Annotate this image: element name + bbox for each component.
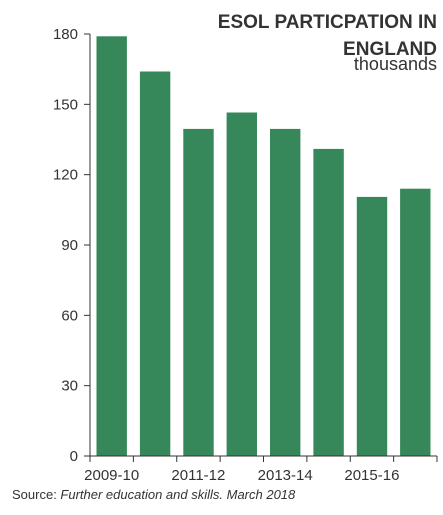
y-tick-label: 90 [61,237,78,254]
y-tick-label: 0 [70,448,78,465]
y-tick-label: 30 [61,378,78,395]
bar-2012-13 [226,112,257,456]
chart-subtitle: thousands [354,54,437,74]
bar-2011-12 [183,128,214,456]
source-note: Source: Further education and skills. Ma… [12,487,295,502]
source-label: Source: [12,487,61,502]
bar-2009-10 [96,36,127,457]
bar-2013-14 [270,128,301,456]
x-tick-label: 2013-14 [258,467,313,480]
y-tick-label: 150 [53,96,78,113]
chart-title-line: ENGLAND [343,39,437,60]
bar-2015-16 [356,196,388,456]
x-axis: 2009-10 2011-12 2013-14 2015-16 [84,455,438,480]
y-tick-label: 60 [61,307,78,324]
bar-2014-15 [313,148,344,456]
bars-group [96,36,431,457]
bar-2016-17 [400,188,431,456]
y-axis: 0 30 60 90 120 150 180 [53,26,91,465]
x-tick-label: 2011-12 [171,467,225,480]
source-text: Further education and skills. March 2018 [60,487,296,502]
y-tick-label: 120 [53,167,78,184]
chart-title-line: ESOL PARTICPATION IN [218,12,437,33]
bar-2010-11 [139,71,171,456]
x-tick-label: 2015-16 [344,467,399,480]
chart-title: ESOL PARTICPATION IN ENGLAND [218,12,437,60]
x-tick-label: 2009-10 [84,467,139,480]
y-tick-label: 180 [53,26,78,43]
